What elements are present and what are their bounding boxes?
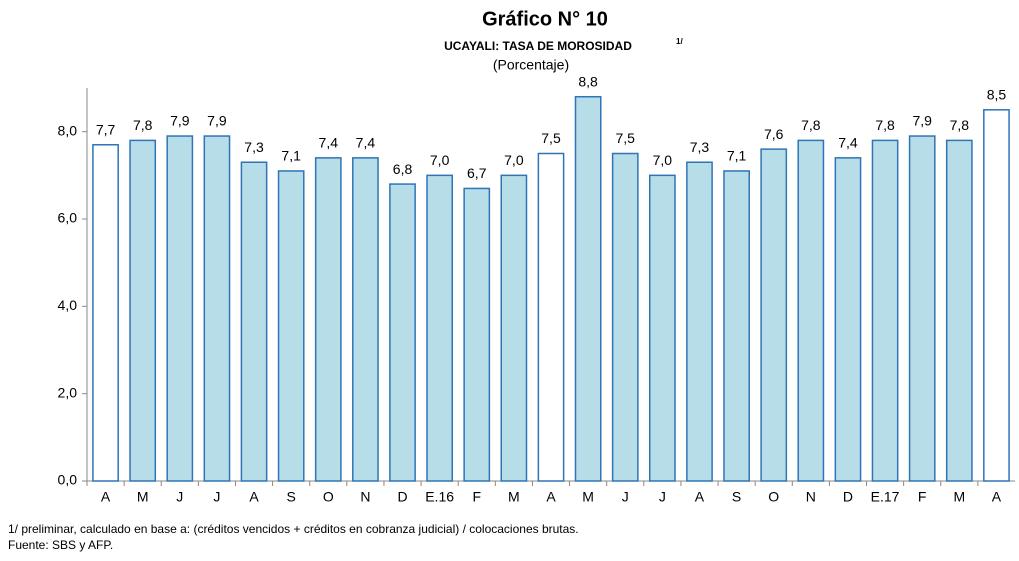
value-label: 7,3: [690, 139, 710, 155]
y-tick-label: 4,0: [58, 297, 78, 313]
bar: [500, 174, 528, 482]
footnote: 1/ preliminar, calculado en base a: (cré…: [8, 522, 579, 536]
x-tick-label: F: [472, 489, 481, 505]
x-tick-label: D: [397, 489, 407, 505]
x-tick-label: A: [546, 489, 556, 505]
bar: [314, 157, 342, 482]
bar: [648, 174, 676, 482]
value-label: 7,9: [170, 113, 190, 129]
value-label: 7,6: [764, 126, 784, 142]
x-tick-label: N: [360, 489, 370, 505]
bar: [92, 144, 119, 482]
chart-subtitle: UCAYALI: TASA DE MOROSIDAD: [444, 39, 632, 53]
x-tick-label: M: [137, 489, 149, 505]
x-tick-label: S: [286, 489, 295, 505]
value-label: 7,4: [356, 135, 376, 151]
x-tick-label: M: [508, 489, 520, 505]
value-label: 7,3: [244, 139, 264, 155]
x-tick-label: F: [918, 489, 927, 505]
value-label: 7,1: [281, 148, 301, 164]
value-label: 8,5: [987, 87, 1007, 103]
bar: [760, 148, 788, 482]
bar: [389, 183, 416, 482]
x-tick-label: S: [732, 489, 741, 505]
bar: [352, 157, 379, 482]
value-label: 7,4: [838, 135, 858, 151]
footnote: Fuente: SBS y AFP.: [8, 538, 113, 552]
x-tick-label: A: [101, 489, 111, 505]
bar: [240, 161, 268, 482]
bar: [908, 135, 936, 482]
value-label: 6,8: [393, 161, 413, 177]
x-tick-label: E.16: [425, 489, 454, 505]
x-tick-label: J: [622, 489, 629, 505]
x-tick-label: M: [582, 489, 594, 505]
bar: [871, 139, 899, 482]
bar: [797, 139, 825, 482]
x-tick-label: E.17: [871, 489, 900, 505]
bar: [723, 170, 750, 482]
value-label: 7,9: [207, 113, 227, 129]
bar: [574, 95, 602, 482]
bar: [203, 135, 231, 482]
value-label: 6,7: [467, 165, 487, 181]
y-tick-label: 0,0: [58, 472, 78, 488]
bar: [945, 139, 973, 482]
value-label: 7,0: [504, 152, 524, 168]
value-label: 7,8: [133, 117, 153, 133]
value-label: 7,8: [801, 117, 821, 133]
x-tick-label: O: [323, 489, 334, 505]
bar: [463, 187, 491, 482]
value-label: 7,0: [430, 152, 450, 168]
bar: [983, 109, 1010, 482]
bar: [277, 170, 305, 482]
y-tick-label: 6,0: [58, 210, 78, 226]
bar: [834, 157, 862, 482]
unit-label: (Porcentaje): [493, 57, 569, 73]
x-tick-label: D: [843, 489, 853, 505]
value-label: 8,8: [578, 73, 598, 89]
y-tick-label: 8,0: [58, 122, 78, 138]
bar: [537, 152, 565, 482]
value-label: 7,7: [96, 121, 116, 137]
value-label: 7,4: [319, 135, 339, 151]
value-label: 7,0: [653, 152, 673, 168]
x-tick-label: A: [992, 489, 1002, 505]
value-label: 7,5: [541, 130, 561, 146]
x-tick-label: J: [213, 489, 220, 505]
value-label: 7,5: [616, 130, 636, 146]
x-tick-label: O: [768, 489, 779, 505]
value-label: 7,9: [912, 113, 932, 129]
bar: [686, 161, 713, 482]
x-tick-label: N: [806, 489, 816, 505]
x-tick-label: A: [249, 489, 259, 505]
subtitle-note: 1/: [676, 37, 683, 46]
x-tick-label: M: [953, 489, 965, 505]
bar: [129, 139, 157, 482]
value-label: 7,8: [875, 117, 895, 133]
value-label: 7,1: [727, 148, 747, 164]
y-tick-label: 2,0: [58, 384, 78, 400]
x-tick-label: J: [176, 489, 183, 505]
x-tick-label: J: [659, 489, 666, 505]
bar: [611, 152, 639, 482]
x-tick-label: A: [695, 489, 705, 505]
value-label: 7,8: [950, 117, 970, 133]
bar: [166, 135, 194, 482]
bar: [426, 174, 454, 482]
chart-title: Gráfico N° 10: [482, 8, 608, 30]
